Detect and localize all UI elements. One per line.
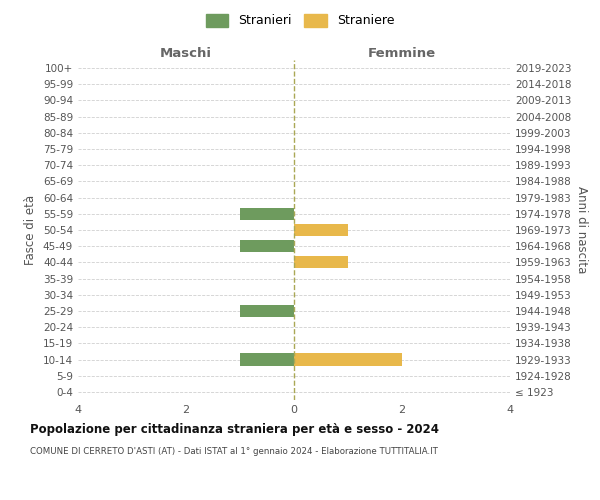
Text: Popolazione per cittadinanza straniera per età e sesso - 2024: Popolazione per cittadinanza straniera p… bbox=[30, 422, 439, 436]
Bar bbox=[240, 208, 294, 220]
Y-axis label: Fasce di età: Fasce di età bbox=[25, 195, 37, 265]
Bar bbox=[294, 354, 402, 366]
Bar bbox=[294, 224, 348, 236]
Text: Maschi: Maschi bbox=[160, 47, 212, 60]
Legend: Stranieri, Straniere: Stranieri, Straniere bbox=[201, 8, 399, 32]
Y-axis label: Anni di nascita: Anni di nascita bbox=[575, 186, 588, 274]
Text: COMUNE DI CERRETO D'ASTI (AT) - Dati ISTAT al 1° gennaio 2024 - Elaborazione TUT: COMUNE DI CERRETO D'ASTI (AT) - Dati IST… bbox=[30, 448, 438, 456]
Bar bbox=[294, 256, 348, 268]
Bar bbox=[240, 354, 294, 366]
Text: Femmine: Femmine bbox=[368, 47, 436, 60]
Bar bbox=[240, 305, 294, 317]
Bar bbox=[240, 240, 294, 252]
